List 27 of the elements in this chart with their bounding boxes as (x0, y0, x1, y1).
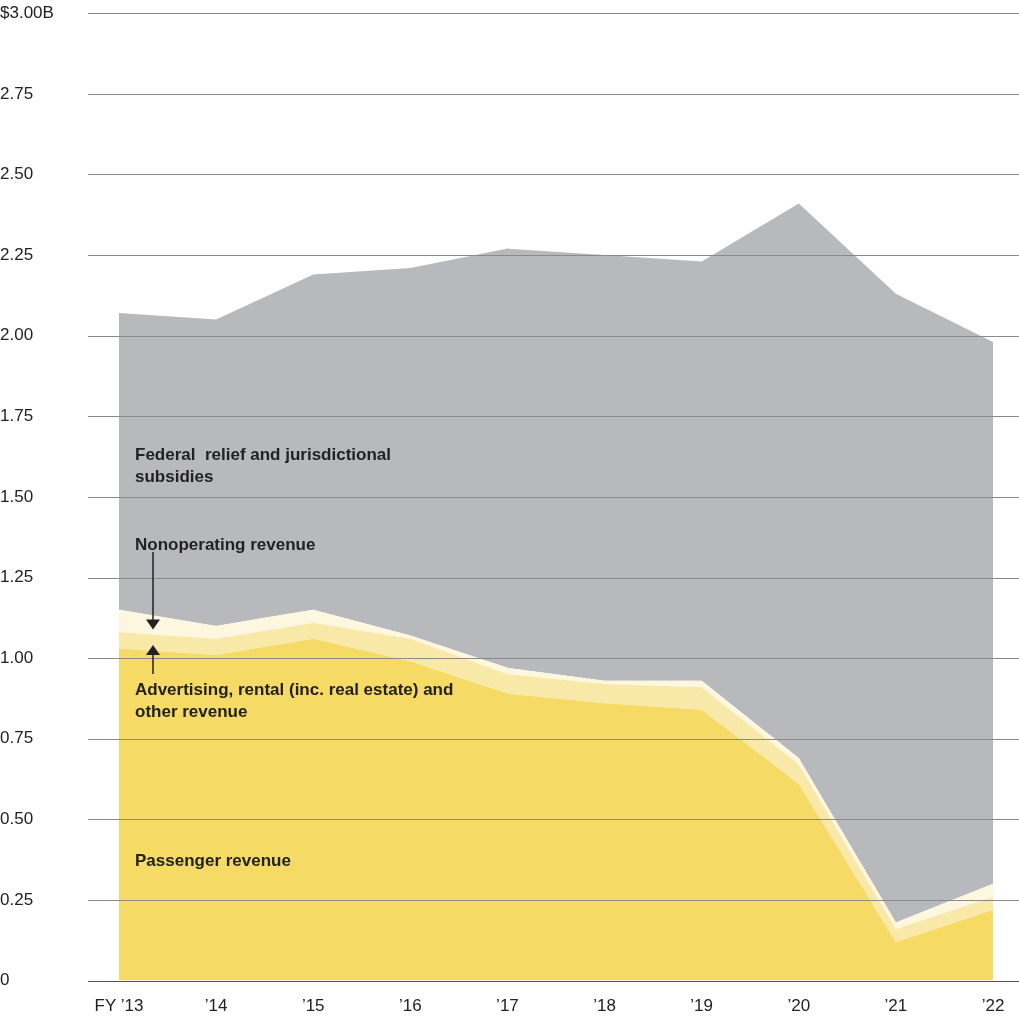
y-tick-label: 1.75 (0, 405, 34, 425)
y-tick-label: 1.25 (0, 567, 34, 587)
x-tick-label: FY ’13 (94, 996, 144, 1016)
series-label: Advertising, rental (inc. real estate) and other revenue (135, 680, 454, 722)
y-tick-label: 2.00 (0, 325, 34, 345)
x-tick-label: ’21 (884, 996, 908, 1016)
x-tick-label: ’14 (204, 996, 228, 1016)
y-tick-label: 2.75 (0, 83, 34, 103)
y-tick-label: 2.50 (0, 164, 34, 184)
text: Nonoperating revenue (135, 534, 316, 554)
x-tick-label: ’15 (301, 996, 325, 1016)
y-tick-label: 0.75 (0, 728, 34, 748)
y-tick-label: 1.00 (0, 647, 34, 667)
x-tick-label: ’17 (496, 996, 519, 1016)
y-tick-label: 0 (0, 970, 10, 990)
x-tick-label: ’16 (398, 996, 422, 1016)
y-tick-label: 0.25 (0, 889, 34, 909)
x-tick-label: ’18 (593, 996, 616, 1016)
x-tick-label: ’20 (787, 996, 811, 1016)
x-tick-label: ’22 (981, 996, 1005, 1016)
x-tick-label: ’19 (690, 996, 714, 1016)
y-tick-label: 1.50 (0, 486, 34, 506)
y-tick-label: 0.50 (0, 809, 34, 829)
y-tick-label: 2.25 (0, 244, 34, 264)
series-label: Federal relief and jurisdictional subsidies (135, 444, 392, 486)
series-label: Passenger revenue (135, 850, 291, 870)
y-tick-label: $3.00B (0, 2, 54, 22)
